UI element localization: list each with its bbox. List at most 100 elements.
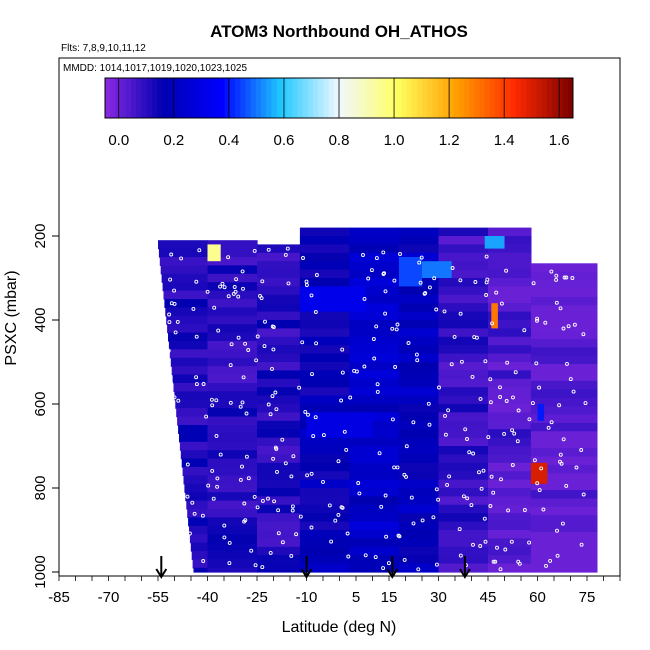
- measurement-point: [206, 483, 211, 488]
- heatmap-cell: [299, 320, 350, 329]
- measurement-point: [266, 247, 271, 252]
- heatmap-cell: [178, 425, 209, 434]
- heatmap-cell: [438, 530, 489, 539]
- measurement-point: [167, 312, 172, 317]
- x-tick-label: -70: [98, 589, 120, 606]
- measurement-point: [246, 476, 251, 481]
- heatmap-cell: [164, 299, 209, 308]
- heatmap-cell: [398, 370, 440, 380]
- measurement-point: [446, 408, 451, 413]
- heatmap-cell: [257, 429, 301, 439]
- measurement-point: [220, 281, 225, 286]
- flight-arrow-head: [155, 568, 168, 579]
- y-tick-label: 400: [32, 307, 49, 332]
- measurement-point: [172, 288, 177, 293]
- heatmap-cell: [438, 387, 489, 397]
- measurement-point: [396, 533, 401, 538]
- heatmap-cell: [530, 389, 598, 399]
- heatmap-cell: [438, 370, 489, 380]
- heatmap-cell: [398, 462, 440, 472]
- measurement-point: [172, 395, 177, 400]
- measurement-point: [562, 275, 567, 280]
- heatmap-cell: [438, 496, 489, 506]
- measurement-point: [356, 481, 361, 485]
- heatmap-cell: [438, 294, 489, 304]
- heatmap-cell: [349, 504, 400, 514]
- heatmap-cell: [207, 517, 258, 527]
- heatmap-cell: [488, 412, 532, 422]
- heatmap-cell: [257, 336, 301, 346]
- heatmap-cell: [169, 349, 209, 359]
- colorbar-segment: [495, 78, 501, 118]
- heatmap-cell: [438, 471, 489, 481]
- measurement-point: [283, 461, 288, 466]
- measurement-point: [402, 472, 407, 477]
- colorbar-segment: [344, 78, 350, 118]
- heatmap-cell: [488, 328, 532, 338]
- measurement-point: [546, 425, 551, 430]
- measurement-point: [381, 566, 386, 571]
- heatmap-cell: [299, 387, 350, 397]
- measurement-point: [215, 476, 220, 481]
- measurement-point: [383, 289, 388, 294]
- measurement-point: [434, 487, 439, 492]
- measurement-point: [226, 255, 231, 260]
- heatmap-cell: [349, 462, 400, 472]
- measurement-point: [505, 360, 510, 365]
- heatmap-cell: [207, 315, 258, 325]
- heatmap-cell: [488, 387, 532, 397]
- measurement-point: [534, 361, 539, 366]
- measurement-point: [327, 503, 332, 508]
- heatmap-cell: [173, 383, 209, 392]
- heatmap-cell: [398, 387, 440, 397]
- heatmap-cell: [438, 261, 489, 271]
- x-tick-label: -10: [296, 589, 318, 606]
- measurement-point: [310, 372, 314, 377]
- colorbar-segment: [255, 78, 262, 118]
- measurement-point: [568, 377, 573, 382]
- measurement-point: [434, 307, 439, 312]
- colorbar-segment: [115, 78, 122, 118]
- measurement-point: [191, 306, 196, 311]
- measurement-point: [344, 447, 349, 452]
- heatmap-cell: [349, 530, 400, 539]
- measurement-point: [306, 412, 310, 417]
- heatmap-highlight: [422, 261, 452, 278]
- heatmap-cell: [207, 525, 258, 535]
- measurement-point: [513, 370, 518, 375]
- heatmap-cell: [207, 324, 258, 334]
- measurement-point: [554, 273, 559, 278]
- measurement-point: [289, 553, 294, 558]
- measurement-point: [210, 403, 215, 408]
- measurement-point: [539, 466, 544, 471]
- measurement-point: [222, 523, 227, 528]
- measurement-point: [241, 286, 245, 291]
- heatmap-cell: [488, 378, 532, 388]
- measurement-point: [457, 527, 462, 532]
- measurement-point: [266, 402, 271, 407]
- heatmap-cell: [398, 303, 440, 313]
- heatmap-cell: [349, 521, 400, 531]
- measurement-point: [254, 358, 259, 363]
- measurement-point: [535, 318, 539, 323]
- measurement-point: [266, 496, 270, 501]
- measurement-point: [554, 277, 559, 282]
- measurement-point: [167, 401, 172, 406]
- heatmap-cell: [398, 504, 440, 514]
- colorbar-segment: [479, 78, 486, 118]
- colorbar-segment: [422, 78, 428, 118]
- heatmap-cell: [488, 320, 532, 329]
- heatmap-cell: [530, 448, 598, 458]
- measurement-point: [271, 456, 276, 461]
- measurement-point: [174, 533, 179, 538]
- measurement-point: [201, 382, 206, 386]
- heatmap-cell: [438, 278, 489, 287]
- heatmap-cell: [530, 498, 598, 508]
- heatmap-cell: [349, 278, 400, 287]
- measurement-point: [352, 368, 357, 373]
- colorbar-segment: [318, 78, 324, 118]
- heatmap-cell: [398, 513, 440, 523]
- measurement-point: [298, 514, 303, 519]
- heatmap-cell: [299, 353, 350, 363]
- heatmap-cell: [438, 269, 489, 279]
